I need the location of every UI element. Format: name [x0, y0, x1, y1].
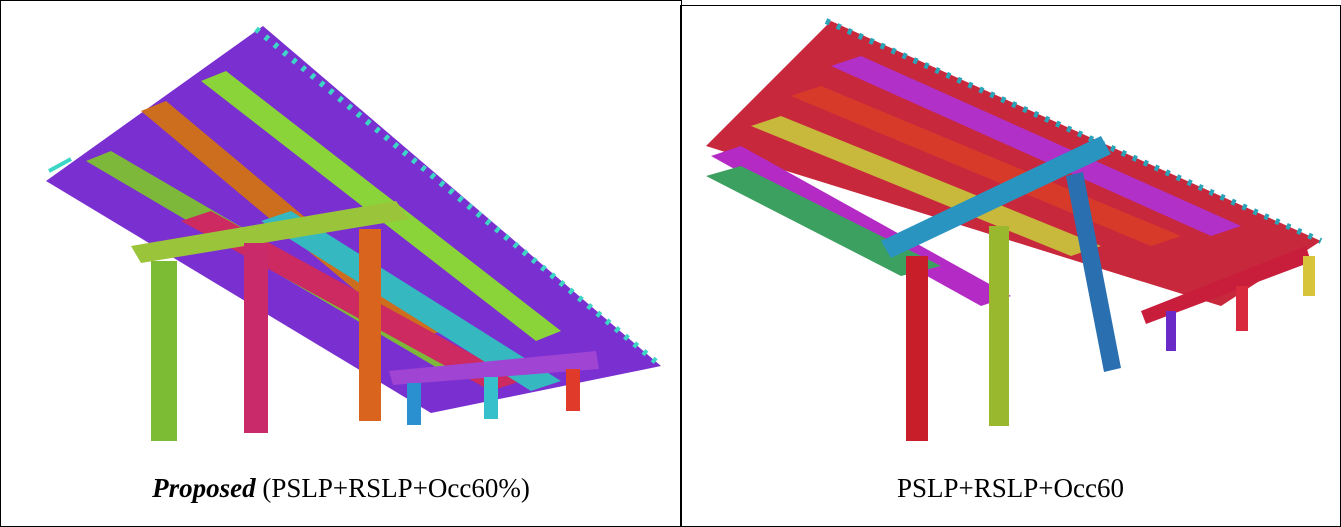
figure: Proposed (PSLP+RSLP+Occ60%) PSLP+RSLP+Oc…	[0, 0, 1341, 527]
column	[151, 261, 177, 441]
caption: PSLP+RSLP+Occ60	[681, 473, 1340, 504]
column	[407, 383, 421, 425]
column	[484, 377, 498, 419]
column	[1236, 286, 1248, 331]
caption: Proposed (PSLP+RSLP+Occ60%)	[1, 473, 681, 504]
left-panel: Proposed (PSLP+RSLP+Occ60%)	[0, 0, 682, 527]
deck	[706, 21, 1321, 306]
column	[566, 369, 580, 411]
baseline-render	[681, 6, 1339, 466]
column	[989, 226, 1009, 426]
column	[244, 243, 268, 433]
column	[906, 256, 928, 441]
column	[1166, 311, 1176, 351]
caption-text: (PSLP+RSLP+Occ60%)	[256, 473, 530, 503]
right-panel: PSLP+RSLP+Occ60	[680, 5, 1341, 527]
proposed-render	[1, 1, 681, 461]
column	[1303, 256, 1315, 296]
column	[359, 229, 381, 421]
caption-emphasis: Proposed	[152, 473, 256, 503]
